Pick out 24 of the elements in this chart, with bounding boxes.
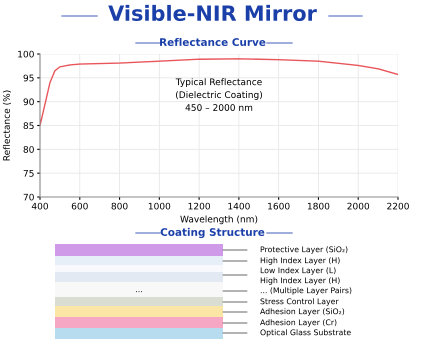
- y-tick-label: 80: [24, 146, 34, 153]
- text: Coating Structure: [160, 228, 264, 238]
- annotation: Typical Reflectance (Dielectric Coating) 450 – 2000 nm: [176, 78, 262, 111]
- x-tick-label: 1200: [188, 202, 210, 210]
- line-series: [40, 58, 398, 126]
- x-tick-label: 800: [112, 202, 128, 210]
- x-axis-title: Wavelength (nm): [180, 215, 258, 224]
- chart-subtitle: Reflectance Curve: [160, 38, 266, 46]
- x-tick-label: 2200: [387, 202, 409, 210]
- y-axis-title: Reflectance (%): [2, 90, 11, 160]
- x-tick-label: 1600: [268, 202, 290, 210]
- y-tick-label: 85: [24, 122, 34, 130]
- y-tick-label: 100: [18, 50, 34, 58]
- y-tick-label: 95: [24, 74, 34, 82]
- x-tick-label: 1000: [148, 202, 170, 210]
- chart-title: Visible-NIR Mirror: [108, 4, 317, 22]
- y-tick-label: 75: [24, 170, 34, 177]
- x-tick-label: 600: [72, 202, 88, 210]
- y-tick-label: 90: [24, 98, 34, 106]
- x-tick-label: 1400: [228, 202, 250, 210]
- x-tick-label: 2000: [347, 202, 370, 210]
- x-tick-label: 1800: [308, 202, 330, 210]
- x-tick-label: 400: [32, 202, 48, 210]
- y-tick-label: 70: [24, 194, 34, 201]
